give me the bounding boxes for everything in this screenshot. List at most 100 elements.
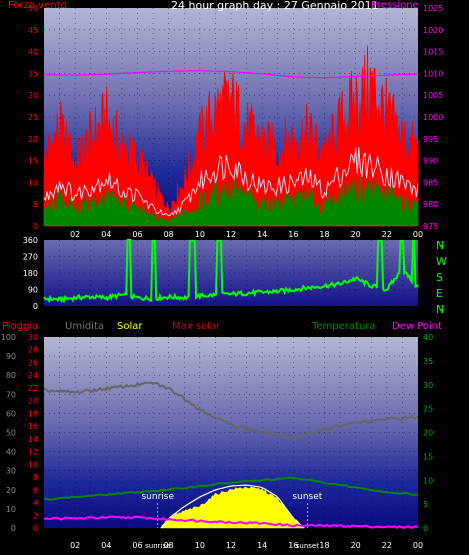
p1-xtick: 00: [413, 230, 423, 239]
header-right-label: Pressione: [371, 0, 419, 11]
series-max-solar: [160, 484, 305, 529]
p1-ytick-right: 1015: [423, 48, 443, 57]
p2-ytick: 180: [23, 269, 38, 278]
p3-xtick: 18: [319, 541, 329, 550]
p3-xtick: 16: [288, 541, 298, 550]
p3-ytick-rain: 24: [28, 371, 38, 380]
p1-xtick: 20: [351, 230, 361, 239]
legend-solar: Solar: [117, 321, 143, 332]
p3-ytick-rain: 30: [28, 333, 38, 342]
p3-ytick-rain: 6: [33, 486, 38, 495]
series-direction: [43, 239, 419, 304]
p2-ytick: 270: [23, 253, 38, 262]
p3-xtick: 06: [132, 541, 142, 550]
p3-ytick-rain: 22: [28, 384, 38, 393]
p3-xtick: 00: [413, 541, 423, 550]
annotation-sunrise: sunrise: [141, 492, 174, 502]
p3-ytick-rain: 28: [28, 346, 38, 355]
p2-ytick: 0: [33, 302, 38, 311]
p1-ytick-left: 30: [28, 91, 38, 100]
p1-ytick-left: 35: [28, 69, 38, 78]
p3-ytick-rain: 18: [28, 409, 38, 418]
p3-ytick-humidity: 10: [6, 505, 16, 514]
p1-ytick-left: 25: [28, 113, 38, 122]
p3-ytick-rain: 14: [28, 435, 38, 444]
p3-ytick-humidity: 0: [11, 524, 16, 533]
series-pressure: [43, 70, 419, 79]
p1-xtick: 18: [319, 230, 329, 239]
p1-xtick: 16: [288, 230, 298, 239]
compass-label-s: S: [436, 271, 443, 284]
p1-xtick: 14: [257, 230, 267, 239]
chart-labels: 5045403530252015105010251020101510101005…: [1, 4, 444, 550]
p3-xtick: 20: [351, 541, 361, 550]
p3-ytick-right: 40: [423, 333, 433, 342]
p3-ytick-rain: 4: [33, 499, 38, 508]
p1-ytick-left: 20: [28, 135, 38, 144]
legend-temperatura: Temperatura: [312, 321, 376, 332]
p3-ytick-humidity: 40: [6, 448, 16, 457]
p1-ytick-right: 975: [423, 222, 438, 231]
chart-title: 24 hour graph day : 27 Gennaio 2011: [171, 0, 379, 12]
p3-ytick-humidity: 90: [6, 352, 16, 361]
p1-ytick-right: 985: [423, 178, 438, 187]
p3-ytick-humidity: 100: [1, 333, 16, 342]
series-wind: [43, 45, 419, 227]
p1-xtick: 12: [226, 230, 236, 239]
p1-ytick-right: 1005: [423, 91, 443, 100]
p3-ytick-right: 10: [423, 476, 433, 485]
p2-ytick: 90: [28, 286, 38, 295]
p3-ytick-rain: 16: [28, 422, 38, 431]
p3-ytick-rain: 20: [28, 397, 38, 406]
p3-xtick: 02: [70, 541, 80, 550]
p3-xtick: 10: [195, 541, 205, 550]
p3-ytick-rain: 10: [28, 460, 38, 469]
p1-xtick: 22: [382, 230, 392, 239]
p3-ytick-rain: 26: [28, 358, 38, 367]
series-avg-wind: [43, 174, 419, 227]
p1-ytick-right: 1020: [423, 26, 443, 35]
p3-ytick-humidity: 20: [6, 486, 16, 495]
p3-ytick-rain: 12: [28, 448, 38, 457]
legend-dew-point: Dew Point: [392, 321, 443, 332]
p1-ytick-right: 1025: [423, 4, 443, 13]
p3-ytick-humidity: 60: [6, 409, 16, 418]
legend-pioggia: Pioggia: [2, 321, 39, 332]
p3-ytick-right: 0: [423, 524, 428, 533]
compass-label-n1: N: [436, 239, 445, 252]
p1-ytick-right: 1010: [423, 69, 443, 78]
p1-ytick-left: 40: [28, 48, 38, 57]
p1-ytick-right: 980: [423, 200, 438, 209]
p1-ytick-left: 45: [28, 26, 38, 35]
p3-xtick: 04: [101, 541, 111, 550]
series-humidity: [43, 381, 419, 441]
p1-ytick-left: 50: [28, 4, 38, 13]
legend-max-solar: Max solar: [172, 321, 221, 332]
chart-marks: [43, 45, 419, 530]
p3-ytick-humidity: 50: [6, 429, 16, 438]
compass-label-w: W: [436, 255, 447, 268]
p3-xtick: 14: [257, 541, 267, 550]
p1-xtick: 08: [164, 230, 174, 239]
p3-ytick-right: 15: [423, 452, 433, 461]
p3-xtick: 08: [164, 541, 174, 550]
p1-ytick-right: 1000: [423, 113, 443, 122]
p3-ytick-humidity: 30: [6, 467, 16, 476]
p3-ytick-right: 25: [423, 405, 433, 414]
p3-ytick-rain: 8: [33, 473, 38, 482]
p1-xtick: 06: [132, 230, 142, 239]
series-dewpoint: [43, 515, 419, 530]
p1-ytick-left: 15: [28, 157, 38, 166]
p1-ytick-left: 5: [33, 200, 38, 209]
p1-xtick: 02: [70, 230, 80, 239]
header-left-label: Forza vento: [8, 0, 67, 11]
p3-ytick-right: 5: [423, 500, 428, 509]
legend-umidita: Umidita: [65, 321, 105, 332]
p1-ytick-left: 0: [33, 222, 38, 231]
p1-xtick: 10: [195, 230, 205, 239]
p3-ytick-right: 20: [423, 429, 433, 438]
p3-ytick-humidity: 80: [6, 371, 16, 380]
annotation-sunset: sunset: [292, 492, 322, 502]
